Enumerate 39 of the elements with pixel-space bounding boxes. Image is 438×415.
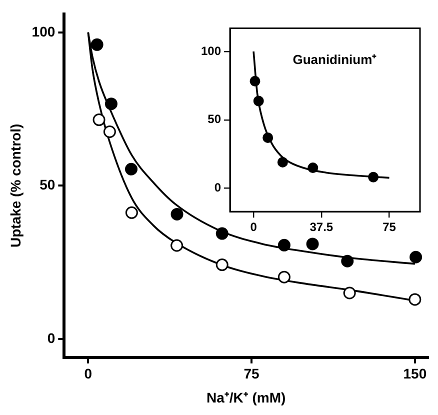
point [278, 270, 290, 284]
point [306, 238, 319, 250]
line-series [252, 50, 390, 179]
point [103, 125, 116, 138]
y-tick-label: 0 [47, 330, 56, 346]
point [104, 98, 118, 110]
x-tick-label: 37.5 [310, 220, 334, 234]
point [277, 156, 288, 168]
x-tick-label: 0 [84, 366, 92, 382]
point [92, 114, 106, 126]
point [368, 172, 379, 182]
y-tick-label: 50 [40, 176, 56, 193]
point [250, 76, 260, 86]
y-tick-label: 100 [32, 23, 56, 40]
point [341, 254, 354, 268]
point [216, 258, 228, 272]
x-tick-label: 75 [382, 220, 396, 234]
point [278, 238, 290, 252]
y-tick-label: 0 [214, 180, 222, 195]
y-tick-label: 100 [200, 44, 222, 58]
point [170, 208, 184, 220]
y-axis-title: Uptake (% control) [7, 124, 24, 248]
x-tick-label: 150 [403, 366, 427, 382]
point [170, 239, 184, 252]
x-tick-label: 75 [244, 366, 260, 382]
point [216, 227, 228, 240]
point [253, 96, 264, 106]
point [262, 132, 274, 143]
annotation: Guanidinium⁺ [292, 52, 378, 68]
point [343, 286, 356, 300]
x-tick-label: 0 [250, 220, 258, 234]
point [125, 206, 138, 219]
y-tick-label: 50 [208, 112, 222, 126]
point [90, 38, 104, 51]
x-axis-title: Na⁺/K⁺ (mM) [206, 389, 286, 406]
point [308, 162, 318, 174]
point [408, 293, 422, 306]
point [125, 162, 138, 176]
point [410, 250, 422, 264]
